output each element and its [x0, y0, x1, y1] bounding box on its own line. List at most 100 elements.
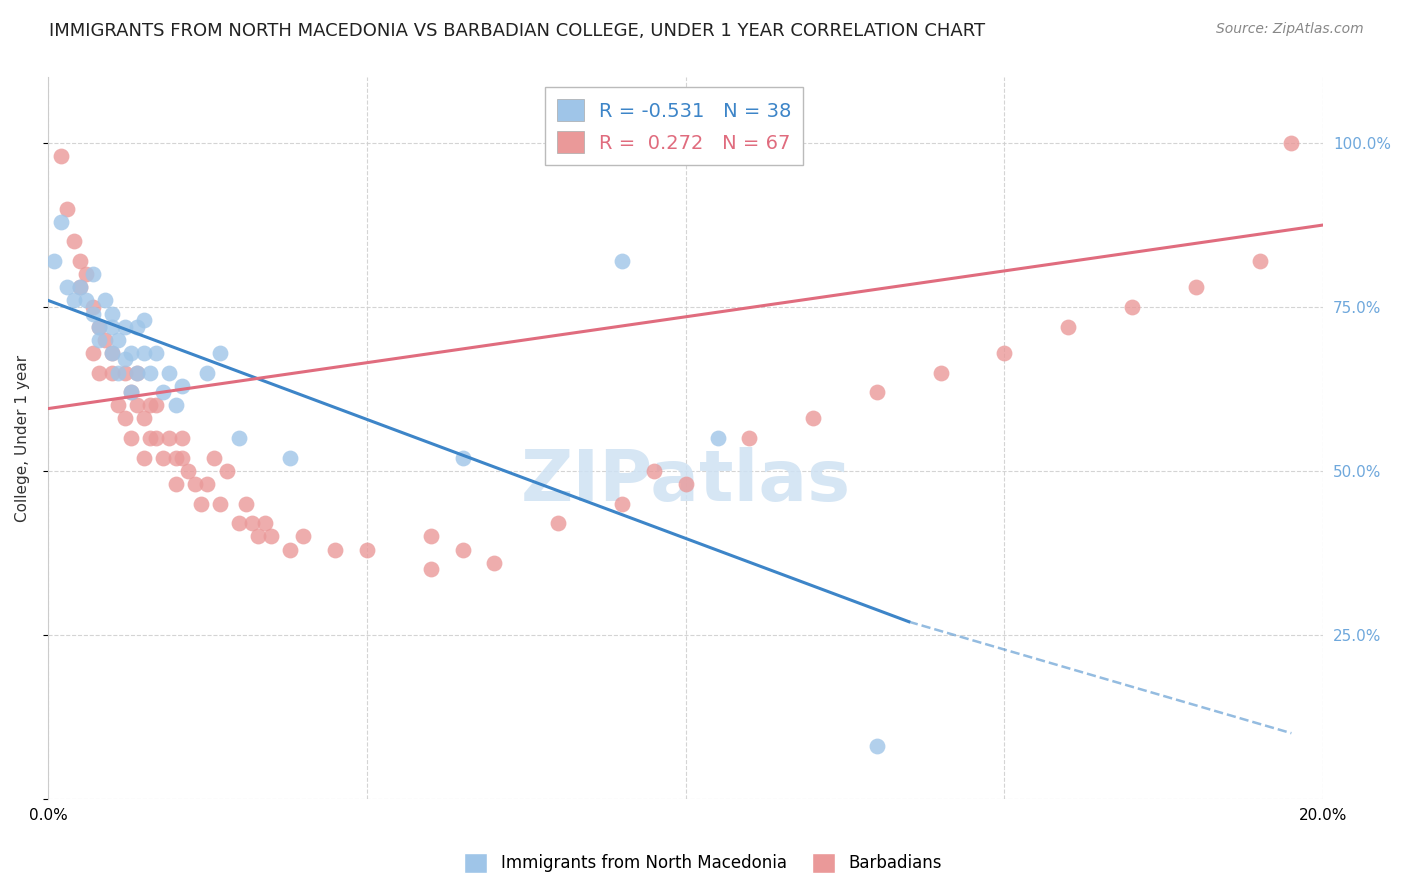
Point	[177, 464, 200, 478]
Point	[107, 398, 129, 412]
Point	[157, 431, 180, 445]
Text: IMMIGRANTS FROM NORTH MACEDONIA VS BARBADIAN COLLEGE, UNDER 1 YEAR CORRELATION C: IMMIGRANTS FROM NORTH MACEDONIA VS BARBA…	[49, 22, 986, 40]
Point	[114, 319, 136, 334]
Point	[866, 385, 889, 400]
Point	[643, 464, 665, 478]
Point	[675, 477, 697, 491]
Point	[101, 319, 124, 334]
Point	[170, 450, 193, 465]
Point	[87, 333, 110, 347]
Point	[323, 542, 346, 557]
Point	[139, 398, 162, 412]
Y-axis label: College, Under 1 year: College, Under 1 year	[15, 354, 30, 522]
Point	[356, 542, 378, 557]
Point	[202, 450, 225, 465]
Point	[120, 385, 142, 400]
Point	[139, 431, 162, 445]
Point	[247, 529, 270, 543]
Point	[120, 431, 142, 445]
Point	[82, 306, 104, 320]
Point	[87, 319, 110, 334]
Point	[190, 497, 212, 511]
Point	[107, 366, 129, 380]
Point	[197, 366, 219, 380]
Point	[132, 313, 155, 327]
Point	[114, 366, 136, 380]
Point	[127, 398, 149, 412]
Point	[165, 450, 187, 465]
Point	[183, 477, 205, 491]
Point	[610, 254, 633, 268]
Point	[929, 366, 952, 380]
Point	[209, 497, 232, 511]
Point	[69, 280, 91, 294]
Legend: Immigrants from North Macedonia, Barbadians: Immigrants from North Macedonia, Barbadi…	[457, 847, 949, 880]
Point	[1184, 280, 1206, 294]
Legend: R = -0.531   N = 38, R =  0.272   N = 67: R = -0.531 N = 38, R = 0.272 N = 67	[546, 87, 803, 165]
Point	[152, 450, 174, 465]
Point	[738, 431, 761, 445]
Point	[165, 398, 187, 412]
Point	[56, 202, 79, 216]
Point	[101, 346, 124, 360]
Point	[82, 267, 104, 281]
Point	[114, 352, 136, 367]
Text: Source: ZipAtlas.com: Source: ZipAtlas.com	[1216, 22, 1364, 37]
Point	[1057, 319, 1080, 334]
Point	[419, 529, 441, 543]
Point	[127, 366, 149, 380]
Point	[170, 431, 193, 445]
Point	[1121, 300, 1143, 314]
Point	[157, 366, 180, 380]
Point	[145, 431, 167, 445]
Point	[1249, 254, 1271, 268]
Point	[451, 450, 474, 465]
Point	[69, 254, 91, 268]
Point	[101, 346, 124, 360]
Point	[87, 319, 110, 334]
Point	[132, 450, 155, 465]
Point	[139, 366, 162, 380]
Point	[87, 366, 110, 380]
Point	[49, 149, 72, 163]
Point	[49, 215, 72, 229]
Point	[114, 411, 136, 425]
Point	[547, 516, 569, 531]
Point	[152, 385, 174, 400]
Point	[484, 556, 506, 570]
Point	[197, 477, 219, 491]
Point	[145, 398, 167, 412]
Point	[82, 300, 104, 314]
Point	[82, 346, 104, 360]
Point	[145, 346, 167, 360]
Point	[75, 267, 97, 281]
Point	[292, 529, 315, 543]
Point	[280, 450, 302, 465]
Point	[209, 346, 232, 360]
Point	[94, 333, 117, 347]
Point	[127, 319, 149, 334]
Point	[94, 293, 117, 308]
Point	[101, 306, 124, 320]
Point	[56, 280, 79, 294]
Point	[132, 411, 155, 425]
Point	[260, 529, 283, 543]
Point	[165, 477, 187, 491]
Point	[69, 280, 91, 294]
Point	[132, 346, 155, 360]
Point	[228, 431, 250, 445]
Point	[62, 235, 84, 249]
Point	[610, 497, 633, 511]
Point	[240, 516, 263, 531]
Point	[62, 293, 84, 308]
Point	[44, 254, 66, 268]
Point	[107, 333, 129, 347]
Point	[1279, 136, 1302, 150]
Point	[215, 464, 238, 478]
Point	[801, 411, 824, 425]
Point	[228, 516, 250, 531]
Point	[451, 542, 474, 557]
Text: ZIPatlas: ZIPatlas	[520, 447, 851, 516]
Point	[706, 431, 728, 445]
Point	[120, 346, 142, 360]
